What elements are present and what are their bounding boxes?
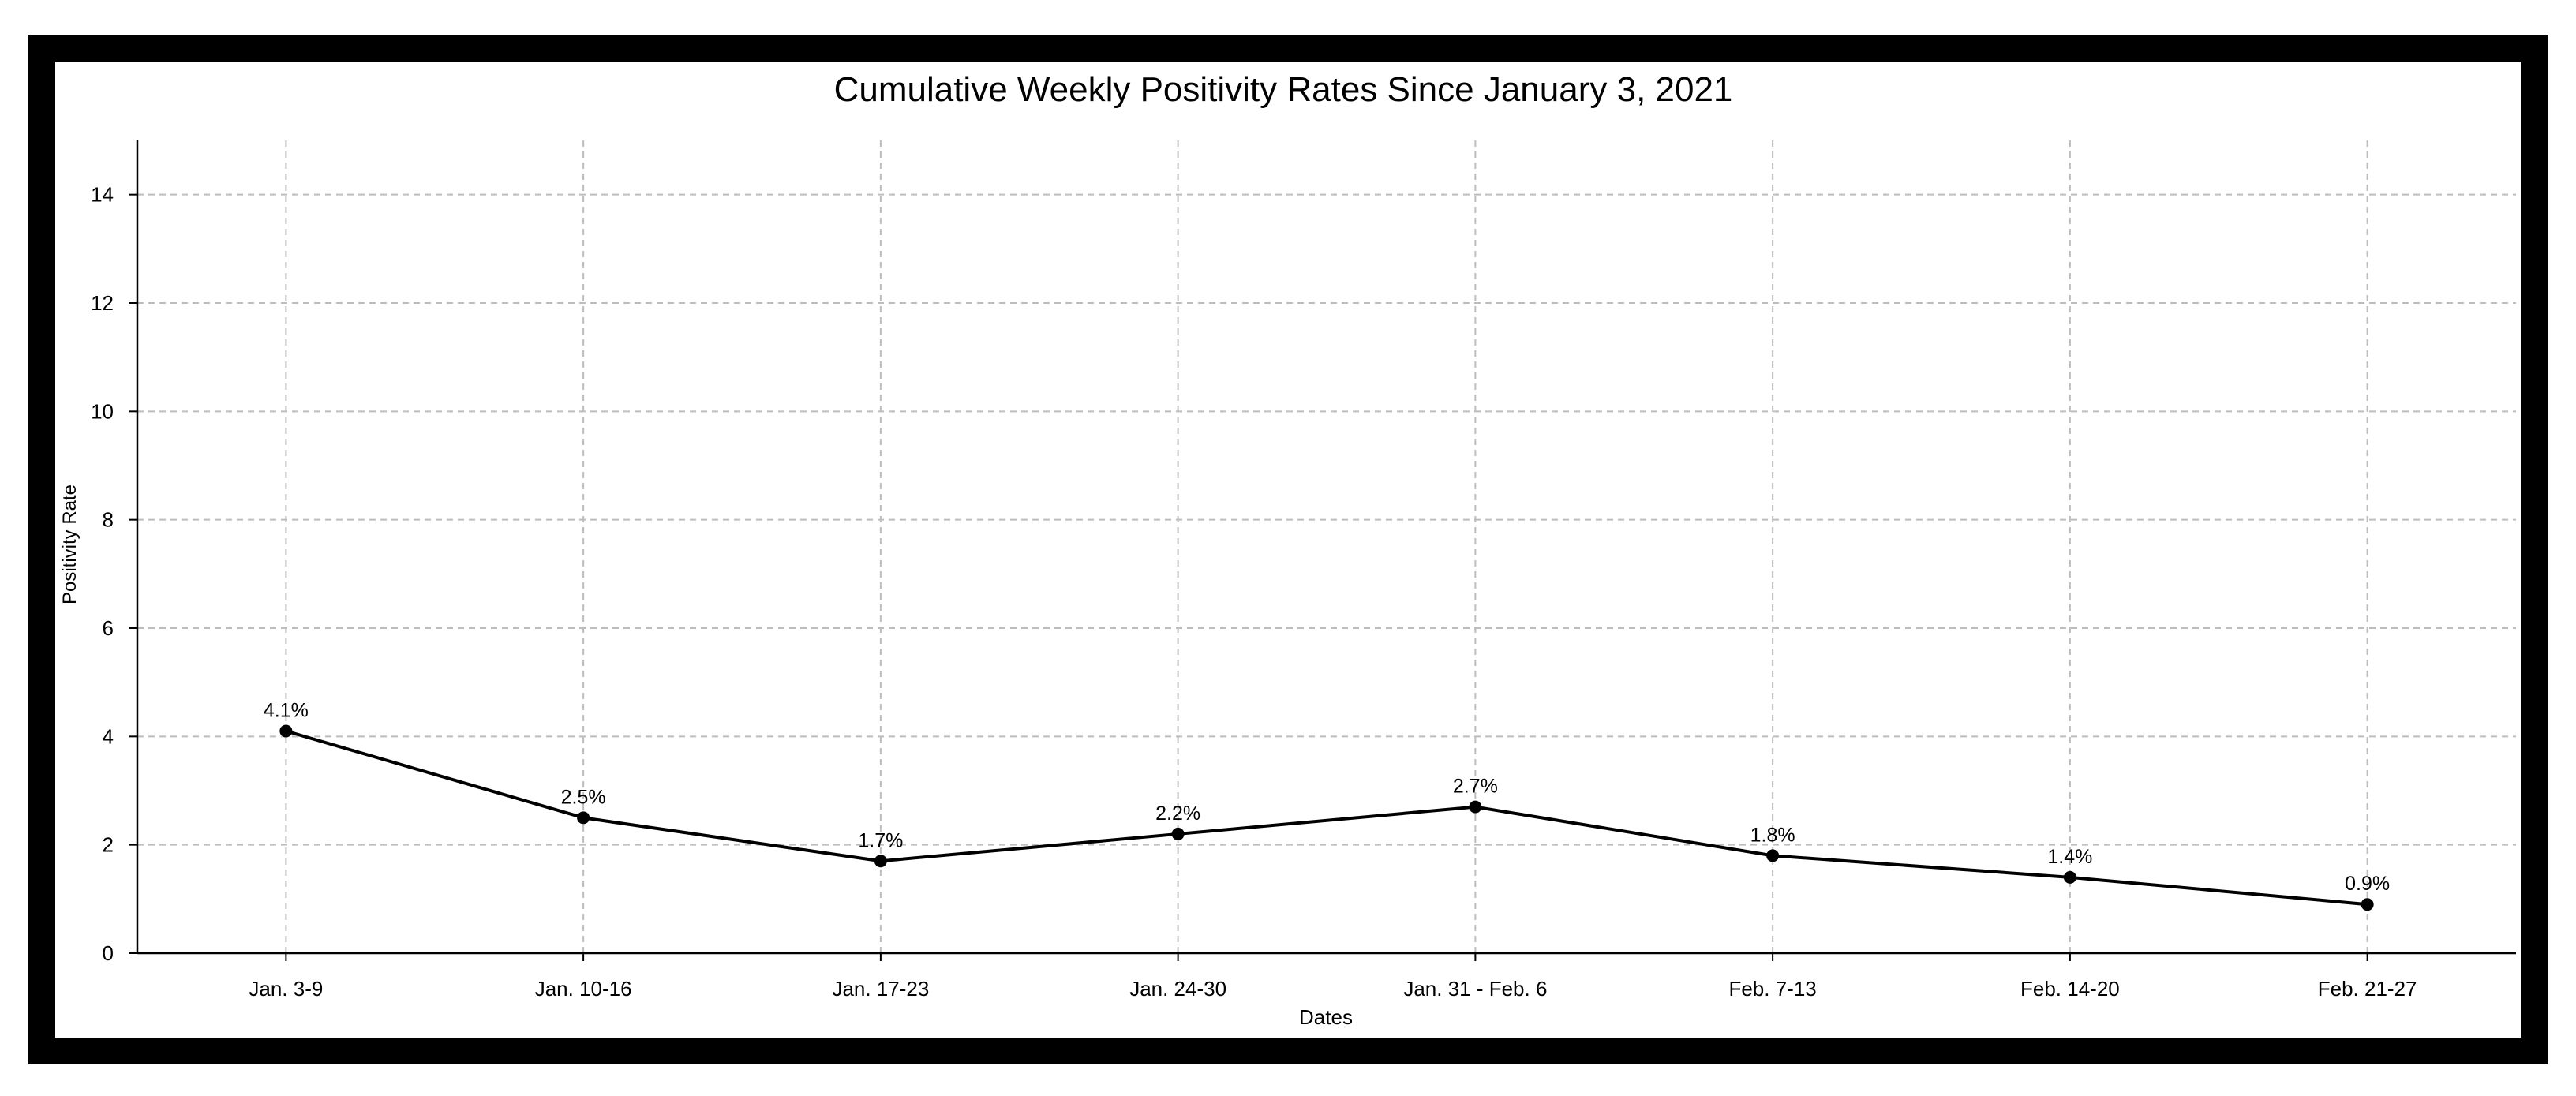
x-tick-labels: Jan. 3-9 Jan. 10-16 Jan. 17-23 Jan. 24-30 Ja… xyxy=(249,977,2417,1001)
data-point xyxy=(1469,800,1482,814)
grid xyxy=(137,140,2516,953)
data-label: 1.7% xyxy=(858,829,903,851)
x-tick-label: Jan. 17-23 xyxy=(832,977,929,1001)
y-tick-label: 0 xyxy=(103,941,114,965)
series-line xyxy=(285,729,2368,907)
y-tick-label: 14 xyxy=(91,183,114,207)
x-tick-label: Feb. 7-13 xyxy=(1728,977,1816,1001)
x-tick-label: Jan. 3-9 xyxy=(249,977,323,1001)
series: 4.1% 2.5% 1.7% 2.2% 2.7% 1.8% 1.4% 0.9% xyxy=(264,699,2390,911)
chart-border xyxy=(28,35,2548,1064)
data-label: 2.7% xyxy=(1453,776,1498,798)
y-axis-label: Positivity Rate xyxy=(59,484,80,604)
data-label: 4.1% xyxy=(264,699,309,721)
data-point xyxy=(874,855,887,868)
data-point xyxy=(1766,849,1780,862)
y-tick-label: 12 xyxy=(91,291,114,315)
x-axis-label: Dates xyxy=(1299,1005,1353,1029)
y-tick-label: 4 xyxy=(103,724,114,748)
data-label: 2.5% xyxy=(561,786,606,808)
y-tick-label: 8 xyxy=(103,508,114,532)
y-tick-label: 6 xyxy=(103,616,114,640)
axes xyxy=(129,140,2516,961)
data-label: 0.9% xyxy=(2345,873,2390,895)
x-tick-label: Jan. 31 - Feb. 6 xyxy=(1403,977,1547,1001)
data-label: 2.2% xyxy=(1155,802,1200,825)
x-tick-label: Jan. 10-16 xyxy=(535,977,632,1001)
x-tick-label: Feb. 21-27 xyxy=(2318,977,2417,1001)
data-point xyxy=(2361,898,2374,911)
y-tick-label: 2 xyxy=(103,833,114,857)
data-point xyxy=(1171,827,1185,840)
data-point xyxy=(577,811,590,825)
data-point xyxy=(279,724,293,738)
x-tick-label: Feb. 14-20 xyxy=(2020,977,2120,1001)
data-label: 1.8% xyxy=(1750,824,1795,846)
data-label: 1.4% xyxy=(2047,846,2092,868)
data-point xyxy=(2063,870,2076,884)
x-tick-label: Jan. 24-30 xyxy=(1129,977,1226,1001)
chart-title: Cumulative Weekly Positivity Rates Since… xyxy=(834,70,1733,109)
y-tick-label: 10 xyxy=(91,399,114,423)
y-tick-labels: 0 2 4 6 8 10 12 14 xyxy=(91,183,114,965)
